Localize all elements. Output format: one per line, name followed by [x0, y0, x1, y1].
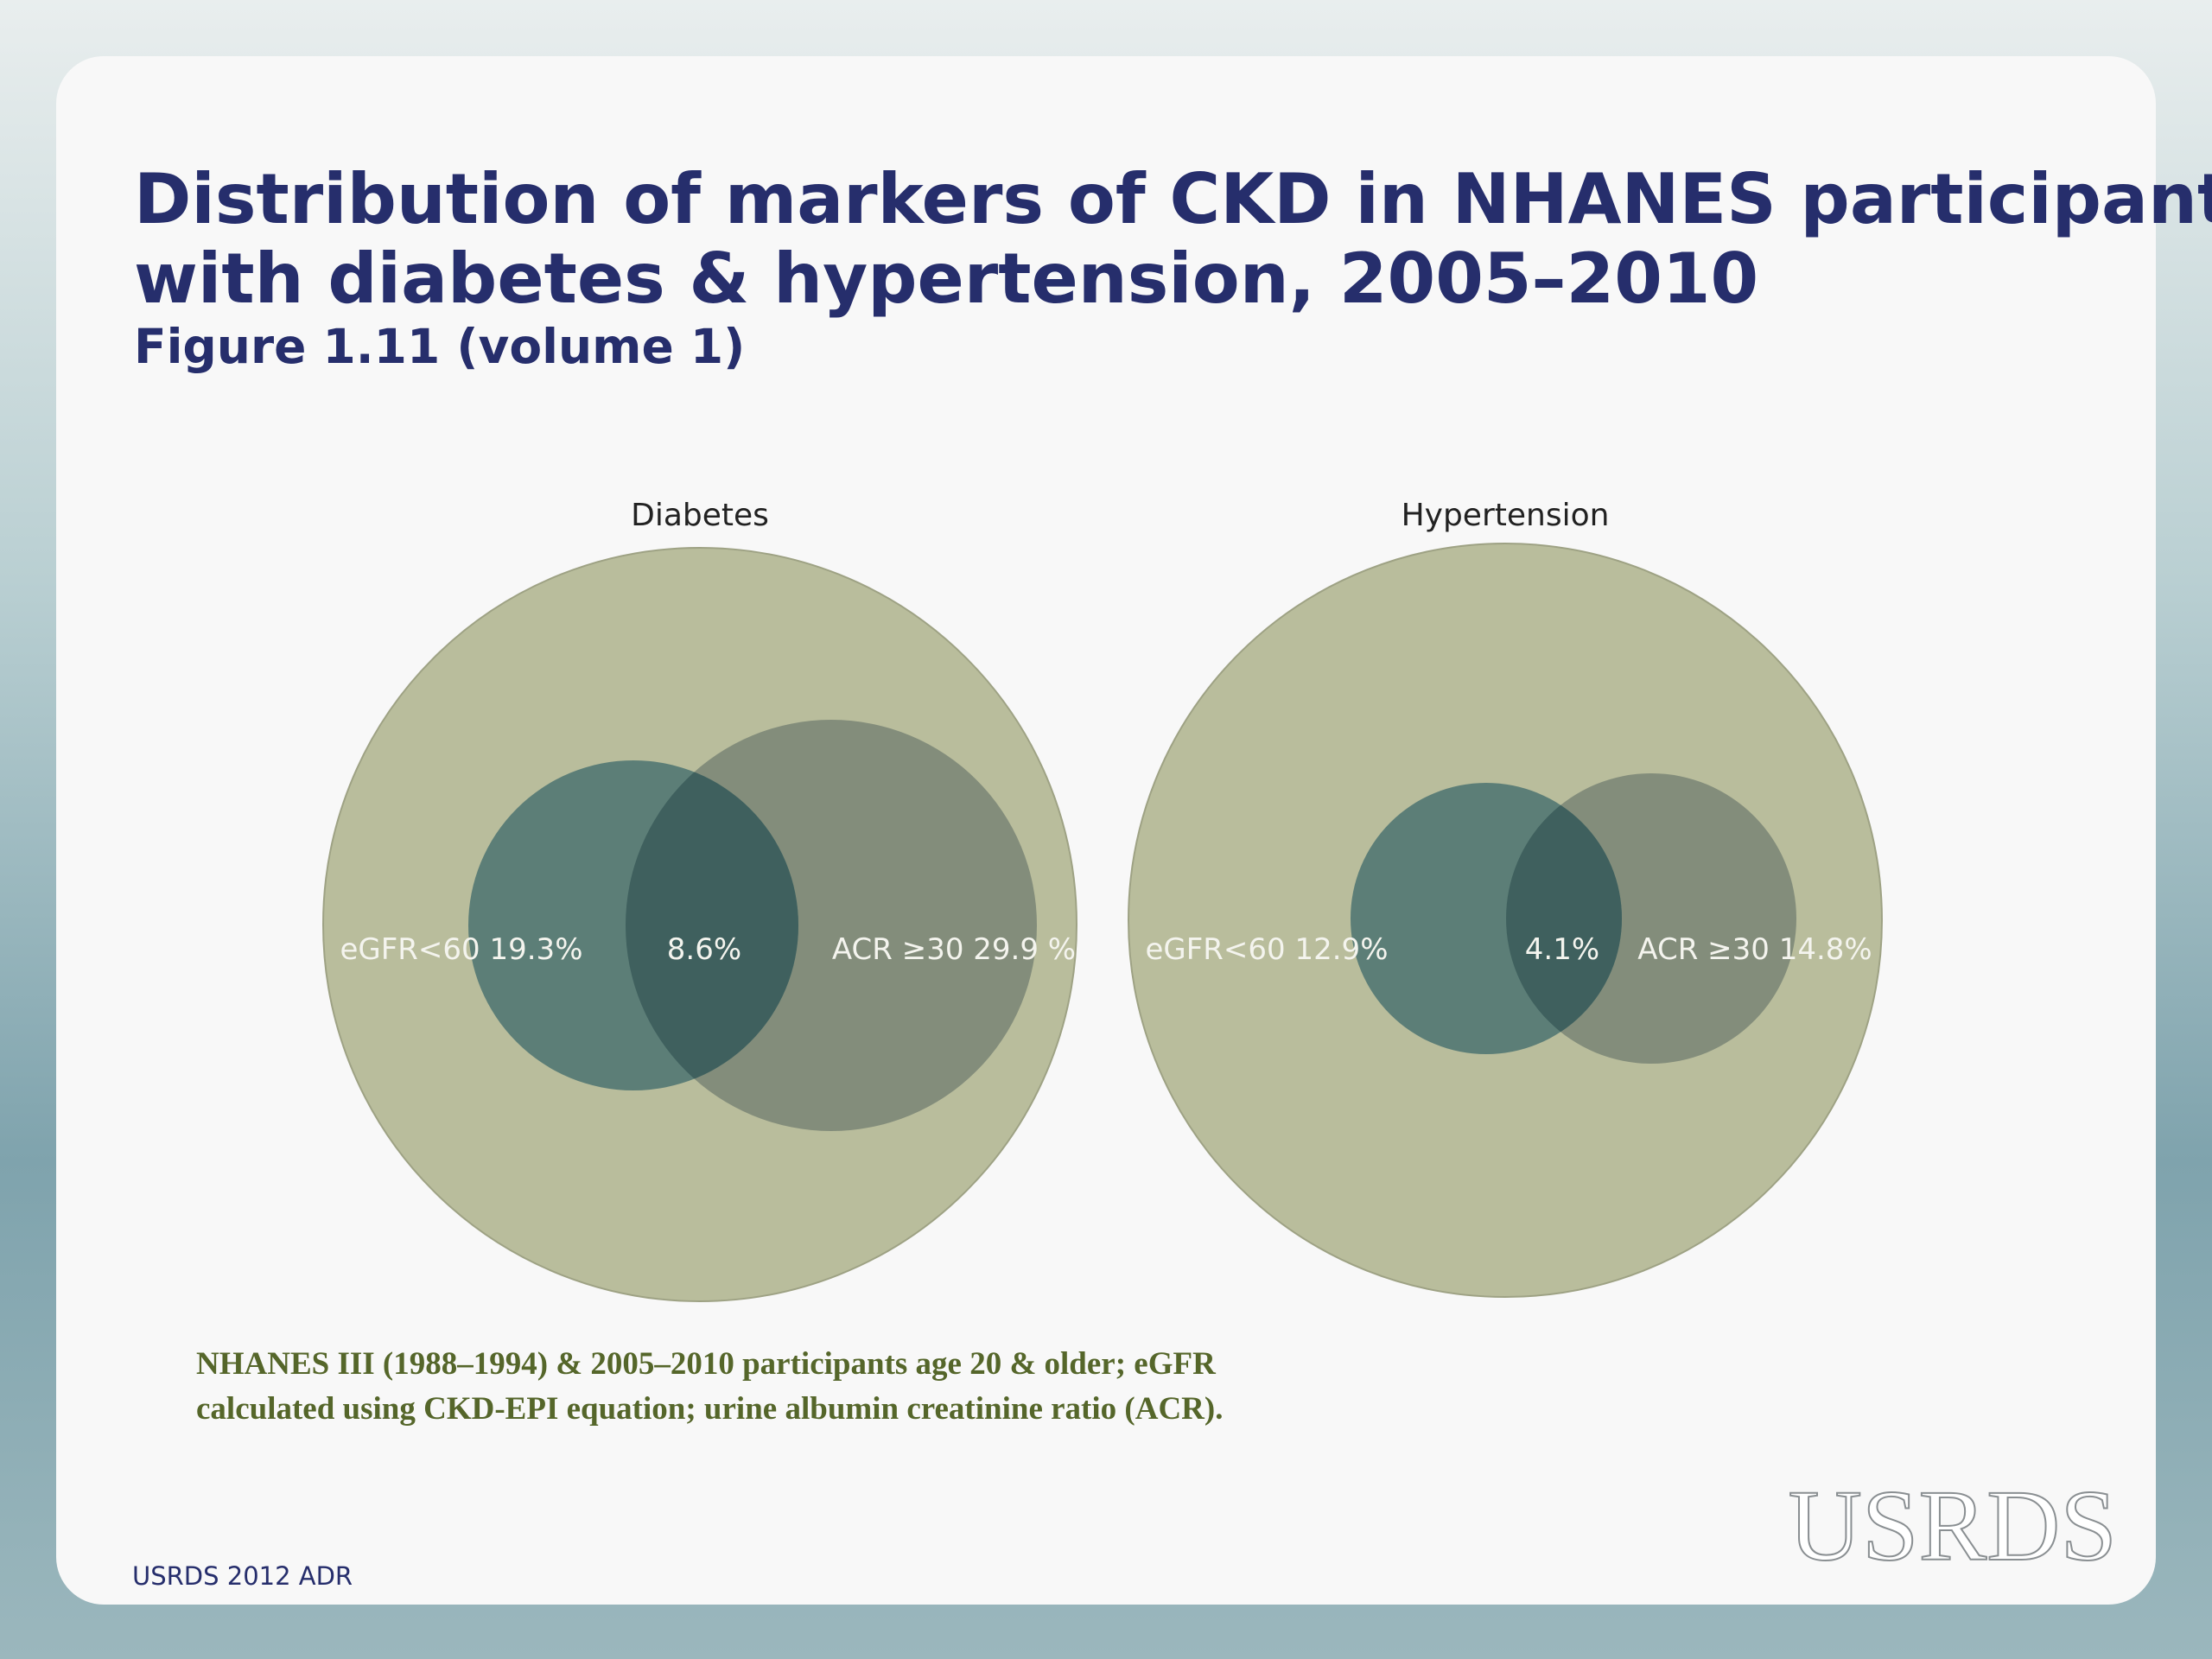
- title-line: Distribution of markers of CKD in NHANES…: [134, 159, 2212, 239]
- panel-title: Hypertension: [1402, 498, 1610, 533]
- footer: USRDS 2012 ADR: [132, 1561, 353, 1591]
- overlap-label: 4.1%: [1525, 932, 1599, 967]
- overlap: [1506, 783, 1622, 1054]
- egfr-label: eGFR<60 12.9%: [1145, 932, 1388, 967]
- footnote-line: NHANES III (1988–1994) & 2005–2010 parti…: [196, 1346, 1217, 1382]
- overlap-label: 8.6%: [667, 932, 741, 967]
- footnote-line: calculated using CKD-EPI equation; urine…: [196, 1391, 1223, 1427]
- egfr-label: eGFR<60 19.3%: [340, 932, 582, 967]
- title-line: with diabetes & hypertension, 2005–2010: [134, 238, 1758, 319]
- overlap: [626, 760, 798, 1090]
- acr-label: ACR ≥30 29.9 %: [832, 932, 1076, 967]
- acr-label: ACR ≥30 14.8%: [1637, 932, 1872, 967]
- logo: USRDS: [1789, 1469, 2117, 1582]
- panel-title: Diabetes: [631, 498, 769, 533]
- subtitle: Figure 1.11 (volume 1): [134, 319, 745, 374]
